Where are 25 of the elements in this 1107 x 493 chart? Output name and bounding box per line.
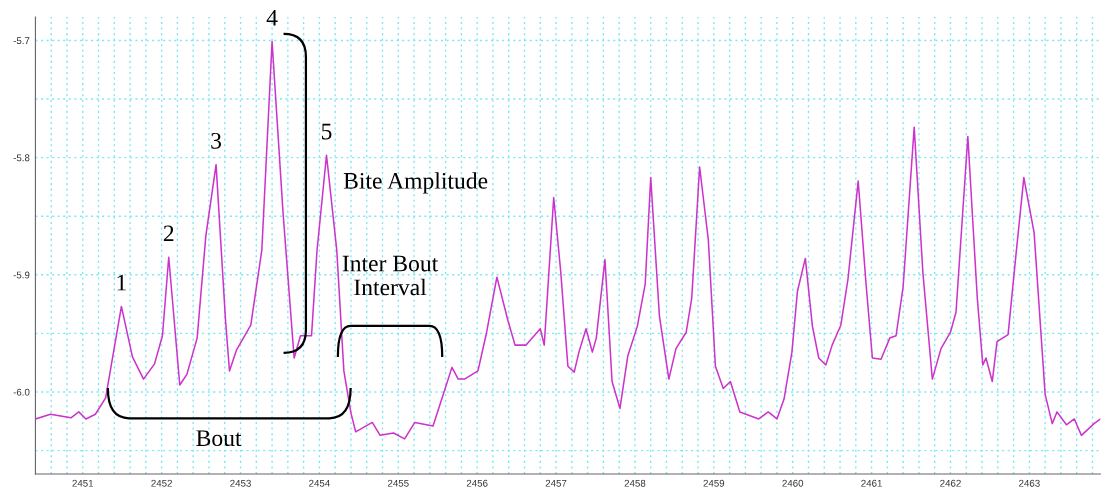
x-tick-label: 2452 [151, 479, 172, 487]
x-tick-label: 2451 [72, 479, 94, 487]
annotation: 5 [321, 123, 332, 140]
x-tick-label: 2459 [703, 479, 725, 487]
x-tick-label: 2456 [466, 479, 488, 487]
x-tick-label: 2460 [782, 479, 804, 487]
y-tick-label: -5.7 [13, 37, 30, 45]
annotation: Inter Bout Interval [342, 255, 439, 296]
y-tick-label: -5.8 [13, 154, 30, 162]
annotation: 1 [117, 274, 126, 291]
x-tick-label: 2454 [309, 479, 330, 487]
annotation: Bite Amplitude [343, 172, 488, 194]
x-tick-label: 2458 [624, 479, 646, 487]
annotation: 4 [266, 9, 278, 26]
annotation: Bout [196, 430, 242, 447]
x-tick-label: 2457 [545, 479, 567, 487]
x-tick-label: 2455 [387, 479, 409, 487]
y-tick-label: -6.0 [13, 388, 30, 396]
x-tick-label: 2463 [1019, 479, 1040, 487]
x-tick-label: 2461 [861, 479, 882, 487]
annotation: 2 [163, 225, 174, 242]
x-tick-label: 2462 [940, 479, 961, 487]
x-tick-label: 2453 [230, 479, 251, 487]
y-tick-label: -5.9 [13, 271, 30, 279]
annotation: 3 [211, 132, 222, 149]
